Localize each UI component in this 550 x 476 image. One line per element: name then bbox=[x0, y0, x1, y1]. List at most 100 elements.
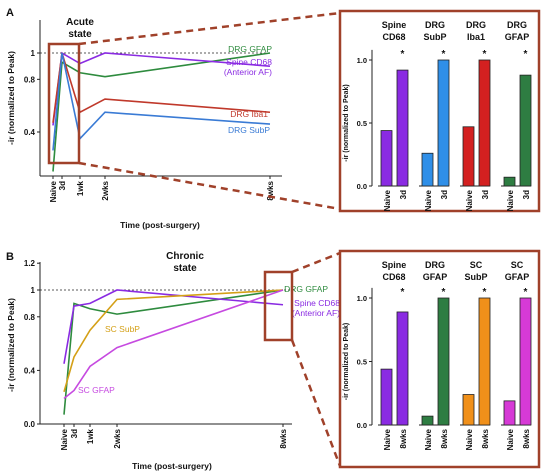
x-tick-label: 2wks bbox=[113, 428, 122, 448]
series-label: SC GFAP bbox=[78, 385, 115, 395]
group-label: DRG bbox=[507, 20, 527, 30]
significance-marker: * bbox=[483, 287, 487, 298]
bar bbox=[503, 400, 516, 426]
group-label: Iba1 bbox=[467, 32, 485, 42]
chart-title-line: Chronic bbox=[166, 251, 204, 262]
series-label: Spine CD68 bbox=[294, 298, 340, 308]
y-tick-label: 1 bbox=[31, 286, 36, 295]
chart-title-line: state bbox=[173, 263, 197, 274]
group-label: SubP bbox=[464, 272, 487, 282]
series-label: SC SubP bbox=[105, 324, 140, 334]
highlight-box-chronic bbox=[263, 270, 294, 342]
bar bbox=[437, 59, 450, 187]
bar-chart-acute-inset: 0.0 0.5 1.0 -ir (normalized to Peak) Spine CD… bbox=[338, 9, 541, 213]
bar bbox=[462, 126, 475, 187]
chart-title-line: Acute bbox=[66, 17, 94, 28]
bar bbox=[503, 176, 516, 187]
panel-label-a: A bbox=[6, 7, 14, 19]
series-label: (Anterior AF) bbox=[292, 308, 340, 318]
bar bbox=[519, 297, 532, 426]
x-tick-label: 8wks bbox=[522, 428, 531, 448]
x-tick-label: Naive bbox=[424, 428, 433, 450]
bar bbox=[421, 152, 434, 187]
y-tick-label: 1 bbox=[31, 49, 36, 58]
series-label: DRG GFAP bbox=[228, 44, 272, 54]
y-tick-label: 1.0 bbox=[357, 56, 367, 65]
group-label: SubP bbox=[423, 32, 446, 42]
connector bbox=[78, 11, 341, 46]
y-tick-label: 0.4 bbox=[24, 366, 36, 375]
panel-letter: A bbox=[6, 7, 14, 19]
y-tick-label: 0.5 bbox=[357, 358, 367, 367]
group-label: SC bbox=[470, 260, 483, 270]
connector bbox=[290, 339, 342, 467]
group-label: DRG bbox=[466, 20, 486, 30]
line-chart-chronic: 0.0 0.4 0.8 1 1.2 Naive 3d 1wk 2wks 8wks -ir (norm… bbox=[6, 251, 340, 471]
significance-marker: * bbox=[401, 49, 405, 60]
y-tick-label: 1.2 bbox=[24, 259, 36, 268]
connector bbox=[78, 161, 341, 211]
x-tick-label: 3d bbox=[399, 190, 408, 199]
x-tick-label: 3d bbox=[58, 181, 67, 190]
series-line bbox=[63, 289, 284, 400]
series-label: Spine CD68 bbox=[226, 57, 272, 67]
highlight-box-acute bbox=[47, 42, 81, 165]
x-tick-label: 3d bbox=[440, 190, 449, 199]
bar bbox=[396, 311, 409, 426]
significance-marker: * bbox=[524, 49, 528, 60]
bar bbox=[396, 69, 409, 187]
bar bbox=[519, 74, 532, 187]
x-tick-label: Naive bbox=[465, 428, 474, 450]
x-tick-label: 8wks bbox=[279, 428, 288, 448]
x-tick-label: 2wks bbox=[101, 180, 110, 200]
y-tick-label: 0.0 bbox=[357, 182, 367, 191]
significance-marker: * bbox=[442, 49, 446, 60]
group-label: Spine bbox=[382, 20, 407, 30]
x-tick-label: Naive bbox=[506, 428, 515, 450]
group-label: GFAP bbox=[505, 32, 530, 42]
line-chart-acute: 0.4 0.8 1 Naive 3d 1wk 2wks 8wks -ir (normalized… bbox=[6, 17, 282, 230]
y-axis-title: -ir (normalized to Peak) bbox=[343, 84, 350, 161]
significance-marker: * bbox=[483, 49, 487, 60]
y-tick-label: 0.0 bbox=[24, 420, 36, 429]
y-tick-label: 0.8 bbox=[24, 75, 36, 84]
significance-marker: * bbox=[401, 287, 405, 298]
group-label: DRG bbox=[425, 260, 445, 270]
bar bbox=[421, 415, 434, 426]
series-line bbox=[63, 289, 284, 364]
group-label: CD68 bbox=[382, 32, 405, 42]
y-axis-title: -ir (normalized to Peak) bbox=[6, 298, 16, 392]
chart-title-line: state bbox=[68, 29, 92, 40]
bar-chart-chronic-inset: 0.0 0.5 1.0 -ir (normalized to Peak) Spine CD… bbox=[338, 249, 541, 469]
series-label: DRG Iba1 bbox=[230, 109, 268, 119]
x-tick-label: Naive bbox=[383, 189, 392, 211]
x-tick-label: Naive bbox=[49, 180, 58, 202]
bar bbox=[380, 130, 393, 187]
series-label: (Anterior AF) bbox=[224, 67, 272, 77]
x-tick-label: 3d bbox=[481, 190, 490, 199]
x-tick-label: Naive bbox=[465, 189, 474, 211]
group-label: GFAP bbox=[423, 272, 448, 282]
group-label: SC bbox=[511, 260, 524, 270]
y-tick-label: 0.5 bbox=[357, 119, 367, 128]
x-axis-title: Time (post-surgery) bbox=[120, 220, 200, 230]
x-tick-label: 8wks bbox=[266, 180, 275, 200]
y-tick-label: 0.0 bbox=[357, 421, 367, 430]
x-tick-label: 8wks bbox=[481, 428, 490, 448]
x-tick-label: Naive bbox=[383, 428, 392, 450]
x-tick-label: Naive bbox=[506, 189, 515, 211]
zoom-connectors bbox=[47, 11, 342, 467]
significance-marker: * bbox=[524, 287, 528, 298]
y-tick-label: 0.4 bbox=[24, 128, 36, 137]
series-line bbox=[63, 289, 284, 415]
x-tick-label: 1wk bbox=[86, 428, 95, 444]
bar bbox=[462, 394, 475, 426]
bar bbox=[437, 297, 450, 426]
x-axis-title: Time (post-surgery) bbox=[132, 461, 212, 471]
bar bbox=[478, 59, 491, 187]
x-tick-label: 1wk bbox=[76, 180, 85, 196]
x-tick-label: 3d bbox=[522, 190, 531, 199]
group-label: Spine bbox=[382, 260, 407, 270]
x-tick-label: 8wks bbox=[399, 428, 408, 448]
bar bbox=[380, 368, 393, 426]
